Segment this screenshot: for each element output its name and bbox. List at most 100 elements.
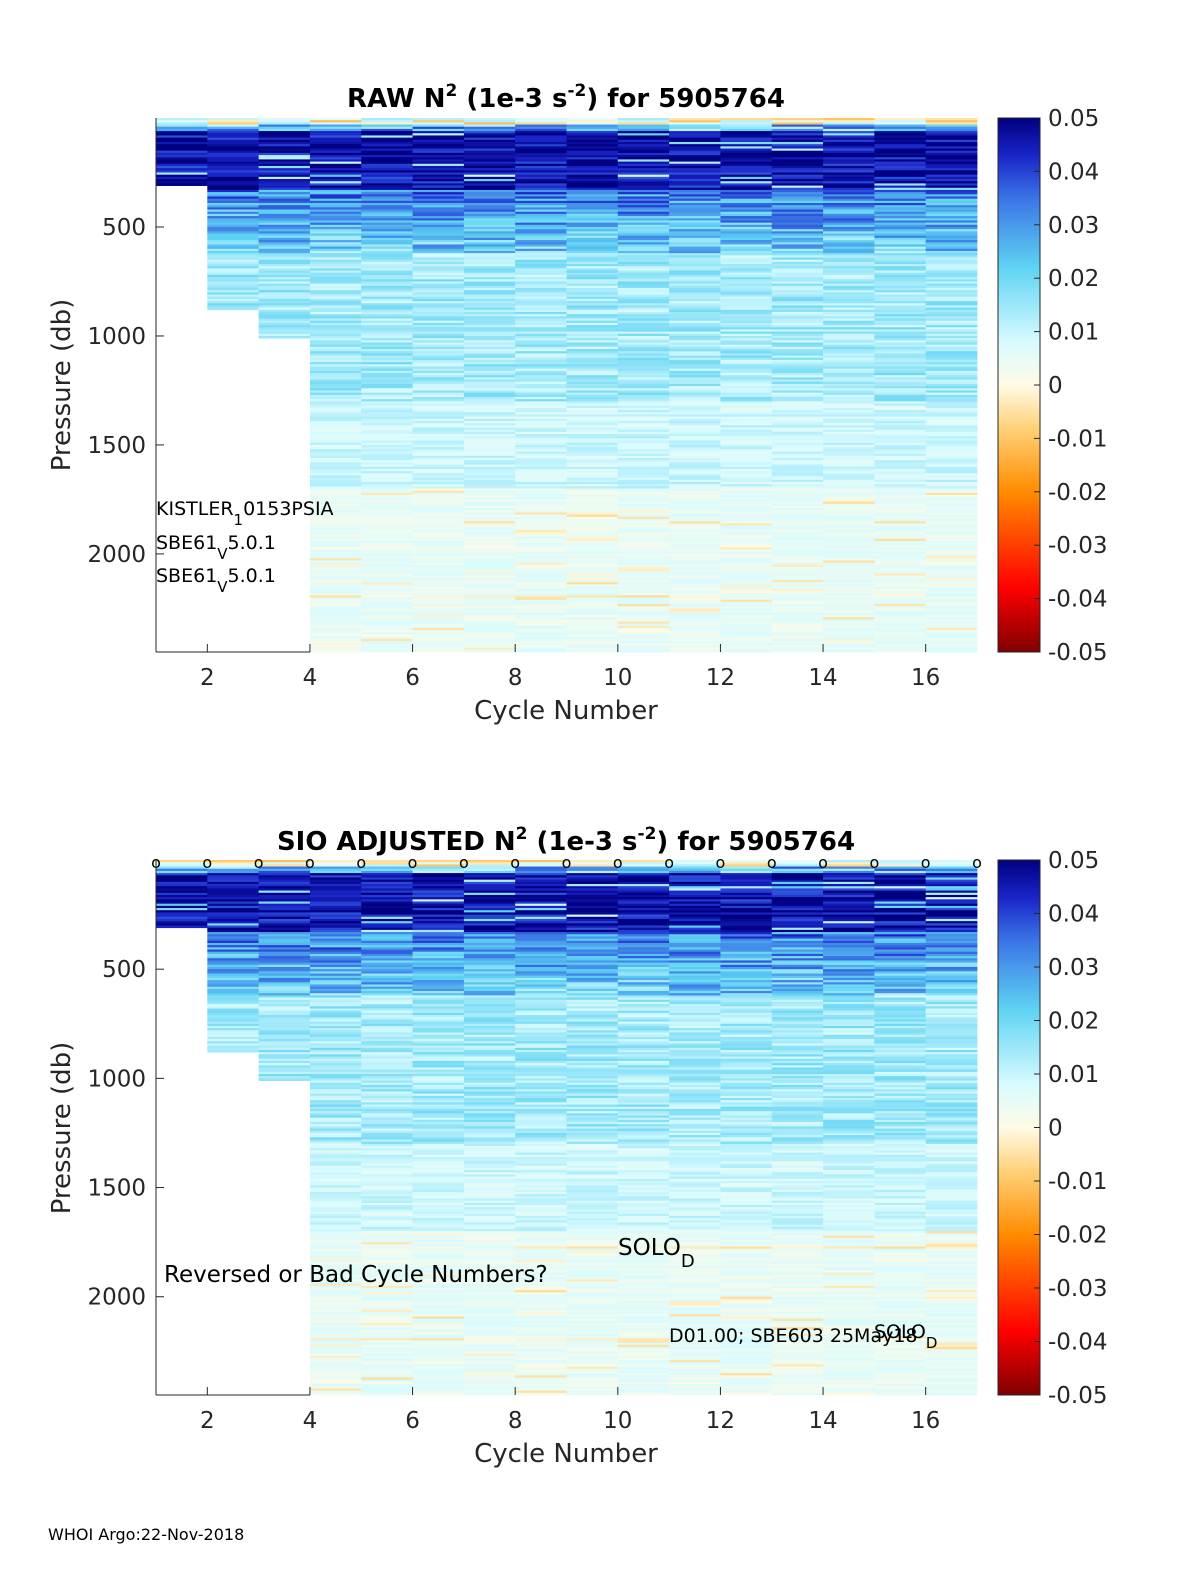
heatmap-cell [412,575,465,579]
heatmap-cell [412,497,465,500]
heatmap-cell [874,342,927,346]
heatmap-cell [156,183,208,186]
heatmap-cell [925,645,978,649]
heatmap-cell [720,346,773,350]
heatmap-cell [361,442,413,446]
heatmap-cell [617,553,670,557]
heatmap-cell [874,475,927,479]
heatmap-cell [720,318,773,322]
heatmap-cell [207,226,260,230]
heatmap-cell [617,366,670,370]
heatmap-cell [669,567,721,570]
heatmap-cell [720,379,773,383]
heatmap-cell [309,1368,362,1372]
heatmap-cell [617,351,670,354]
heatmap-cell [669,229,721,232]
heatmap-cell [823,525,875,529]
heatmap-cell [771,597,824,601]
heatmap-cell [720,266,773,269]
heatmap-cell [258,1045,311,1049]
heatmap-cell [771,200,824,204]
heatmap-cell [412,986,465,990]
heatmap-cell [720,649,773,653]
heatmap-cell [669,643,721,646]
heatmap-cell [874,444,927,448]
heatmap-cell [207,1034,260,1038]
heatmap-cell [669,597,721,601]
heatmap-cell [720,573,773,577]
heatmap-cell [515,429,567,433]
heatmap-cell [361,1036,413,1040]
heatmap-cell [309,573,362,577]
heatmap-cell [361,1163,413,1167]
heatmap-cell [463,1253,516,1256]
heatmap-cell [412,192,465,195]
heatmap-cell [566,229,619,232]
heatmap-cell [515,584,567,588]
heatmap-cell [361,1015,413,1018]
heatmap-cell [669,623,721,627]
heatmap-cell [874,479,927,483]
heatmap-cell [258,240,311,243]
heatmap-cell [874,484,927,487]
heatmap-cell [823,259,875,263]
heatmap-cell [463,1052,516,1055]
heatmap-cell [566,905,619,909]
heatmap-cell [669,203,721,206]
heatmap-cell [515,346,567,350]
heatmap-cell [823,159,875,162]
heatmap-cell [925,514,978,518]
heatmap-cell [617,549,670,553]
heatmap-cell [823,429,875,433]
heatmap-cell [515,1004,567,1007]
heatmap-cell [258,218,311,221]
heatmap-cell [925,340,978,343]
heatmap-cell [309,1137,362,1140]
heatmap-cell [412,617,465,620]
heatmap-cell [566,133,619,136]
heatmap-cell [309,120,362,123]
heatmap-cell [361,440,413,444]
heatmap-cell [515,649,567,653]
heatmap-cell [515,1277,567,1280]
heatmap-cell [617,460,670,463]
heatmap-cell [361,975,413,979]
heatmap-cell [412,464,465,468]
heatmap-cell [566,573,619,577]
heatmap-cell [207,281,260,285]
heatmap-cell [874,604,927,607]
heatmap-cell [463,1108,516,1112]
heatmap-cell [309,235,362,239]
heatmap-cell [309,647,362,651]
heatmap-cell [925,118,978,121]
heatmap-cell [669,187,721,191]
heatmap-cell [925,357,978,361]
heatmap-cell [463,958,516,961]
heatmap-cell [771,353,824,356]
heatmap-cell [361,1388,413,1392]
heatmap-cell [309,1183,362,1186]
heatmap-cell [771,564,824,568]
heatmap-cell [463,1019,516,1022]
heatmap-cell [925,444,978,448]
heatmap-cell [361,1307,413,1311]
heatmap-cell [309,1104,362,1108]
heatmap-cell [309,1008,362,1012]
heatmap-cell [361,1305,413,1309]
heatmap-cell [361,346,413,350]
heatmap-cell [309,484,362,487]
heatmap-cell [463,1312,516,1315]
heatmap-cell [463,144,516,147]
heatmap-cell [309,264,362,267]
heatmap-cell [361,1191,413,1195]
heatmap-cell [720,170,773,173]
heatmap-cell [361,281,413,285]
heatmap-cell [925,194,978,197]
heatmap-cell [669,192,721,195]
heatmap-cell [412,1246,465,1250]
heatmap-cell [309,1202,362,1206]
heatmap-cell [617,207,670,210]
heatmap-cell [823,477,875,481]
heatmap-cell [463,1084,516,1088]
heatmap-cell [515,986,567,990]
